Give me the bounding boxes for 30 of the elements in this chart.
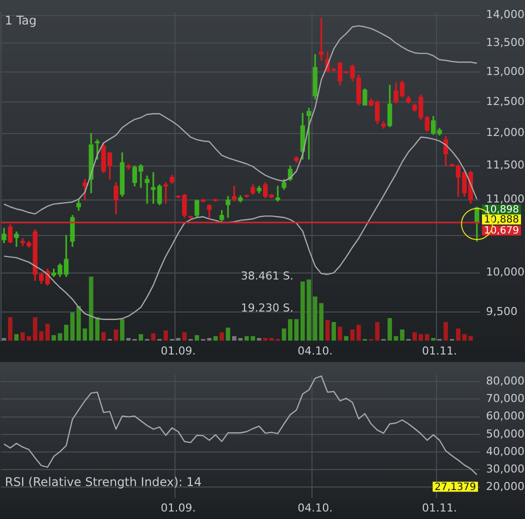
y-tick-label: 70,000 — [486, 392, 524, 406]
y-tick-label: 13,000 — [486, 64, 524, 78]
y-tick-label: 13,500 — [486, 36, 524, 50]
y-tick-label: 50,000 — [486, 427, 524, 440]
chart-title: 1 Tag — [4, 14, 37, 28]
y-tick-label: 11,500 — [486, 158, 524, 172]
x-tick-label: 04.10. — [298, 501, 333, 514]
x-tick-label: 01.09. — [160, 501, 196, 514]
y-tick-label: 10,000 — [486, 266, 524, 279]
text: 10,898 — [484, 204, 519, 216]
y-tick-label: 11,000 — [486, 192, 524, 206]
y-tick-label: 30,000 — [486, 462, 524, 476]
text: RSI (Relative Strength Index): 14 — [4, 474, 202, 489]
y-tick-label: 9,500 — [486, 304, 518, 318]
x-tick-label: 01.11. — [422, 344, 458, 358]
candlestick — [226, 196, 230, 218]
y-tick-label: 14,000 — [486, 8, 524, 22]
y-tick-label: 20,000 — [486, 480, 524, 494]
y-tick-label: 40,000 — [486, 444, 524, 458]
y-tick-label: 60,000 — [486, 410, 524, 423]
x-tick-label: 01.09. — [160, 344, 196, 358]
y-tick-label: 12,000 — [486, 126, 524, 140]
y-tick-label: 12,500 — [486, 94, 524, 108]
y-tick-label: 80,000 — [486, 374, 524, 388]
y2-tick-label: 19.230 S. — [240, 302, 294, 315]
y2-tick-label: 38.461 S. — [240, 270, 294, 283]
x-tick-label: 04.10. — [298, 344, 333, 358]
annotation: 27,1379 — [434, 482, 476, 493]
x-tick-label: 01.11. — [422, 501, 458, 514]
text: 10,888 — [484, 214, 519, 226]
